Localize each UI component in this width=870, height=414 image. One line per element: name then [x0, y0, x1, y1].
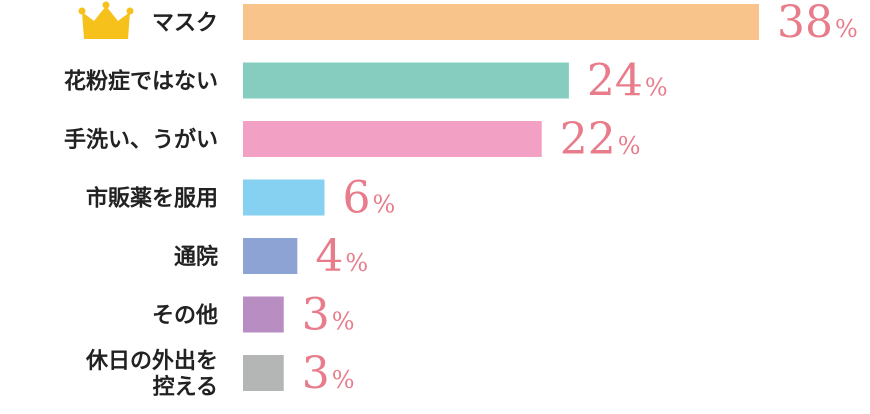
category-label-6: 休日の外出を控える: [85, 348, 218, 400]
bar-3: [243, 179, 325, 216]
value-label-2: 22%: [560, 114, 641, 165]
bar-1: [243, 62, 569, 99]
value-label-1: 24%: [587, 56, 668, 107]
category-label-5: その他: [152, 304, 218, 329]
category-label-4: 通院: [174, 244, 218, 270]
value-label-3: 6%: [342, 173, 395, 224]
value-label-4: 4%: [315, 231, 368, 282]
category-label-0: マスク: [152, 11, 218, 36]
category-label-2: 手洗い、うがい: [64, 127, 218, 153]
value-label-5: 3%: [302, 290, 355, 341]
value-label-0: 38%: [777, 0, 858, 48]
bar-5: [243, 296, 284, 333]
bar-2: [243, 121, 542, 157]
value-label-6: 3%: [302, 348, 355, 399]
category-label-1: 花粉症ではない: [64, 69, 218, 95]
bar-0: [243, 4, 759, 40]
bar-4: [243, 238, 298, 274]
category-label-3: 市販薬を服用: [86, 186, 218, 212]
crown-icon: [78, 1, 134, 39]
bar-6: [243, 355, 284, 391]
